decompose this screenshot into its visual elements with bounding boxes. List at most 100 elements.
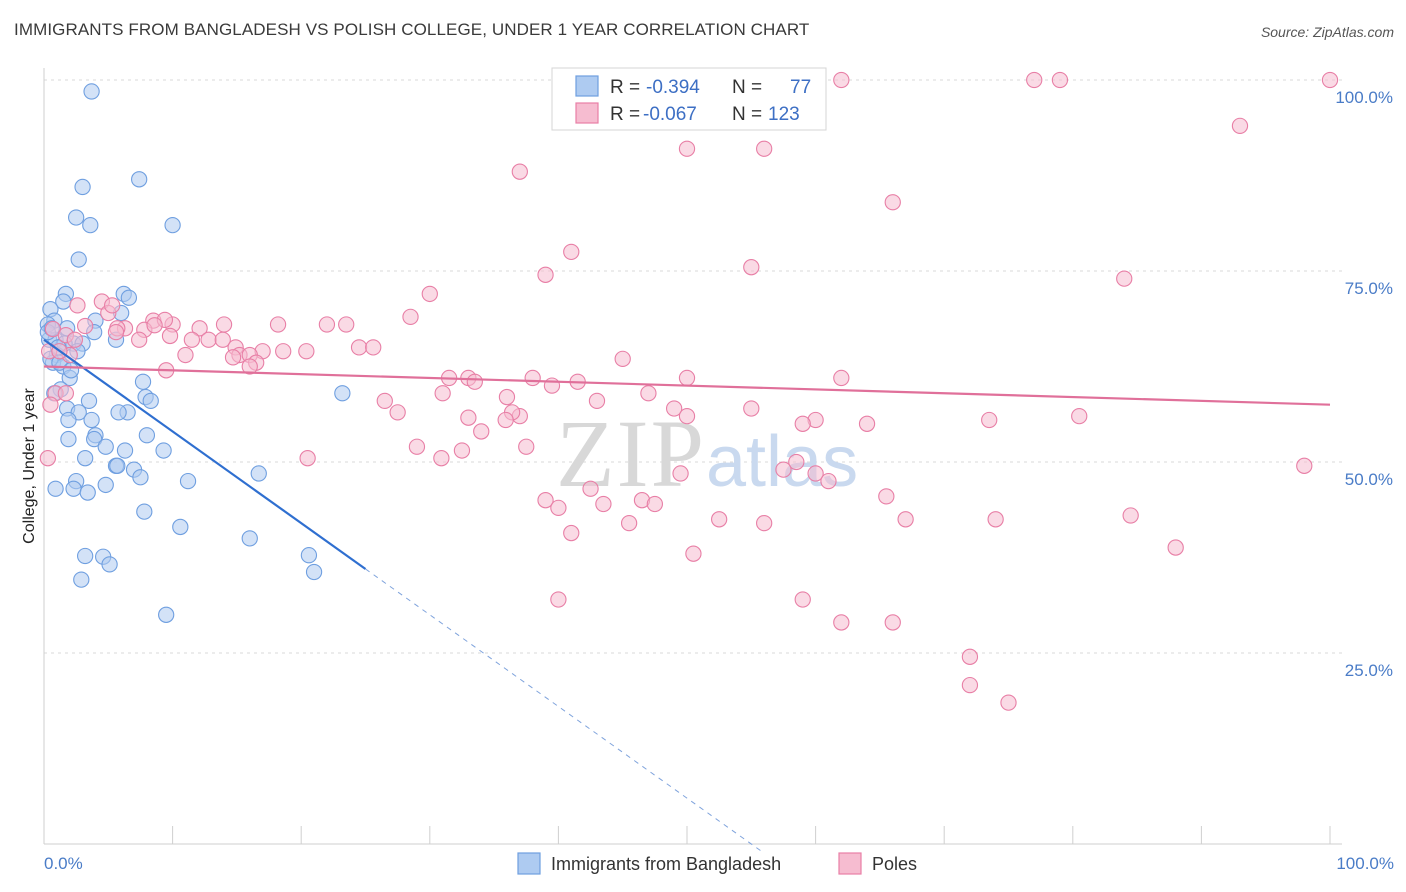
trend-line-poles (43, 365, 1331, 406)
data-point (338, 316, 355, 333)
chart-title: IMMIGRANTS FROM BANGLADESH VS POLISH COL… (14, 20, 810, 39)
data-point (788, 453, 805, 471)
data-point (365, 339, 382, 356)
data-point (376, 392, 393, 410)
points-layer (39, 71, 1339, 711)
data-point (434, 385, 451, 402)
data-point (775, 461, 792, 478)
legend-n-value-2: 123 (768, 104, 800, 125)
data-point (116, 442, 134, 459)
bottom-legend-swatch-bangladesh (517, 852, 541, 875)
trend-layer (43, 338, 1331, 854)
data-point (987, 511, 1004, 528)
data-point (138, 427, 156, 444)
data-point (961, 648, 979, 665)
data-point (1000, 694, 1017, 711)
data-point (79, 484, 96, 501)
data-point (97, 438, 114, 455)
data-point (460, 409, 477, 426)
data-point (120, 289, 138, 306)
data-point (421, 285, 438, 303)
data-point (70, 251, 87, 268)
data-point (743, 400, 760, 417)
data-point (172, 518, 189, 536)
data-point (82, 217, 99, 234)
data-point (498, 388, 516, 406)
data-point (269, 316, 287, 333)
data-point (756, 140, 773, 157)
data-point (299, 450, 316, 467)
data-point (756, 514, 773, 532)
x-tick-label-max: 100.0% (1336, 854, 1394, 873)
data-point (107, 323, 125, 341)
stats-legend: R = -0.394 N = 77 R = -0.067 N = 123 (551, 67, 827, 131)
data-point (897, 511, 914, 528)
data-point (74, 178, 91, 196)
data-point (131, 331, 148, 348)
data-point (250, 465, 267, 482)
data-point (878, 488, 895, 505)
data-point (80, 392, 98, 410)
legend-r-label-2: R = (610, 104, 640, 125)
data-point (66, 331, 84, 348)
data-point (678, 140, 696, 157)
data-point (131, 171, 148, 188)
data-point (215, 316, 233, 333)
y-tick-label-25: 25.0% (1345, 661, 1393, 680)
data-point (820, 472, 837, 490)
data-point (807, 465, 824, 482)
data-point (69, 297, 86, 314)
data-point (408, 438, 426, 455)
data-point (685, 545, 702, 562)
bottom-legend-swatch-poles (838, 852, 862, 875)
data-point (334, 385, 351, 402)
data-point (241, 358, 258, 375)
data-point (473, 423, 490, 440)
data-point (884, 614, 901, 631)
data-point (132, 469, 149, 486)
data-point (110, 404, 127, 421)
data-point (646, 495, 663, 513)
data-point (158, 606, 175, 623)
series-legend: Immigrants from Bangladesh Poles (517, 852, 917, 875)
data-point (73, 571, 90, 588)
data-point (833, 614, 850, 631)
data-point (511, 163, 528, 180)
data-point (550, 591, 567, 608)
data-point (298, 343, 315, 360)
data-point (582, 480, 599, 497)
data-point (60, 411, 77, 429)
y-tick-label-50: 50.0% (1345, 470, 1393, 489)
legend-n-label-1: N = (732, 77, 762, 98)
data-point (164, 217, 181, 234)
data-point (104, 297, 121, 314)
data-point (350, 339, 368, 356)
bottom-legend-label-bangladesh: Immigrants from Bangladesh (551, 854, 781, 874)
data-point (640, 385, 657, 402)
data-point (518, 438, 535, 455)
legend-swatch-bangladesh (575, 75, 599, 97)
data-point (1051, 71, 1069, 89)
data-point (155, 442, 172, 459)
data-point (77, 317, 94, 335)
data-point (794, 415, 811, 432)
data-point (47, 480, 64, 497)
legend-r-value-1: -0.394 (646, 77, 700, 98)
legend-swatch-poles (575, 102, 599, 124)
data-point (1321, 71, 1339, 89)
data-point (179, 472, 197, 490)
data-point (1231, 117, 1249, 134)
data-point (672, 465, 689, 482)
data-point (183, 331, 201, 348)
data-point (57, 385, 75, 402)
data-point (466, 373, 483, 390)
y-tick-label-100: 100.0% (1335, 88, 1393, 107)
data-point (981, 411, 998, 429)
data-point (678, 369, 696, 387)
data-point (858, 415, 876, 432)
y-axis-title: College, Under 1 year (21, 388, 38, 544)
data-point (60, 430, 77, 448)
data-point (42, 396, 59, 413)
data-point (884, 194, 901, 211)
data-point (109, 457, 126, 474)
